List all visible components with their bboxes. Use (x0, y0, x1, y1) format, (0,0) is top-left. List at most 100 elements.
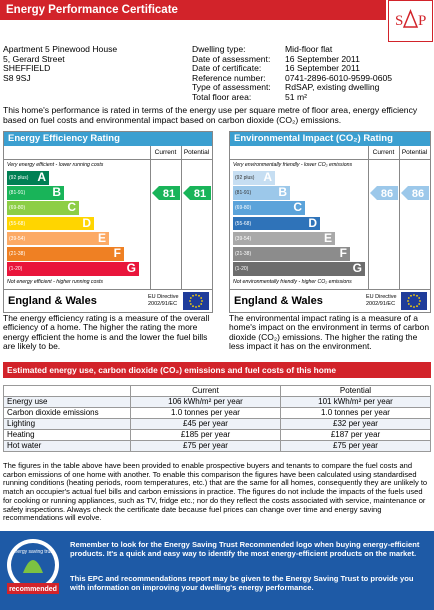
rating-band: (81-91) B (233, 186, 290, 200)
band-letter: A (37, 170, 46, 184)
band-letter: B (52, 185, 61, 200)
band-letter: C (67, 200, 76, 215)
rating-band: (92 plus) A (7, 170, 49, 185)
band-range: (81-91) (235, 190, 252, 197)
table-label: Heating (3, 429, 131, 441)
column-header: Current (372, 149, 395, 156)
flag-star (189, 303, 192, 305)
table-value: 1.0 tonnes per year (280, 407, 431, 419)
rating-arrow: 81 (152, 186, 180, 201)
column-header: Potential (401, 149, 428, 156)
detail-value: RdSAP, existing dwelling (285, 82, 380, 92)
flag-star (195, 294, 197, 296)
table-value: 106 kWh/m² per year (130, 396, 281, 408)
arrow-value: 86 (381, 188, 393, 200)
rating-band: (1-20) G (7, 262, 139, 276)
detail-label: Type of assessment: (192, 82, 271, 92)
flag-star (418, 297, 421, 299)
column-header: Potential (280, 385, 431, 397)
panel-title: Energy Efficiency Rating (4, 132, 212, 146)
column-rule (181, 146, 182, 289)
rating-band: (92 plus) A (233, 170, 275, 185)
band-letter: B (278, 185, 287, 200)
flag-star (416, 305, 418, 308)
logo-banner (7, 583, 59, 594)
directive: 2002/91/EC (366, 301, 396, 307)
sap-logo-graphic: S P (395, 9, 426, 29)
flag-star (192, 294, 194, 297)
band-range: (92 plus) (9, 175, 29, 181)
band-letter: D (308, 215, 317, 230)
address-line: Apartment 5 Pinewood House (3, 44, 118, 54)
detail-row: Date of assessment: 16 September 2011 (192, 53, 432, 65)
band-letter: G (352, 261, 362, 276)
arrow-value: 81 (194, 188, 206, 200)
column-rule (368, 146, 369, 289)
rating-band: (55-68) D (7, 216, 94, 231)
detail-value: 16 September 2011 (285, 53, 360, 64)
notes-text: The figures in the table above have been… (3, 461, 428, 523)
logo-triangle (402, 9, 419, 28)
flag-star (418, 303, 421, 305)
band-range: (69-80) (235, 205, 252, 212)
address: Apartment 5 Pinewood House 5, Gerard Stre… (3, 44, 118, 83)
directive: 2002/91/EC (148, 301, 178, 307)
column-rule (150, 146, 151, 289)
table-value: 101 kWh/m² per year (280, 396, 431, 408)
arrow-shape (370, 186, 398, 201)
column-header: Current (154, 149, 177, 156)
band-range: (21-38) (235, 251, 252, 257)
header-rule (4, 159, 212, 160)
rating-arrow: 86 (370, 186, 398, 201)
arrow-value: 81 (163, 188, 175, 200)
detail-row: Reference number: 0741-2896-6010-9599-060… (192, 72, 432, 84)
logo-letter: P (418, 13, 426, 29)
column-header: Potential (183, 149, 210, 156)
band-range: (55-68) (9, 220, 26, 227)
footer-paragraph: This EPC and recommendations report may … (70, 574, 414, 592)
table-value: 1.0 tonnes per year (130, 407, 281, 419)
flag-star (201, 300, 203, 302)
logo-top-text: energy saving trust (12, 549, 55, 555)
flag-bg (401, 292, 427, 310)
table-row: Hot water £75 per year £75 per year (3, 440, 431, 452)
estimates-title: Estimated energy use, carbon dioxide (CO… (3, 362, 431, 378)
footer-paragraph: Remember to look for the Energy Saving T… (70, 540, 420, 558)
band-letter: F (113, 246, 121, 260)
detail-label: Reference number: (192, 72, 266, 83)
table-row: Carbon dioxide emissions 1.0 tonnes per y… (3, 407, 431, 419)
directive: EU Directive (366, 294, 397, 300)
flag-star (413, 294, 415, 296)
bottom-caption: Not environmentally friendly - higher CO… (233, 279, 352, 285)
table-corner-cell (3, 385, 131, 397)
column-rule (399, 146, 400, 289)
band-range: (92 plus) (235, 175, 255, 181)
rating-band: (21-38) F (233, 246, 350, 261)
flag-star (198, 294, 200, 297)
bottom-caption: Not energy efficient - higher running co… (7, 279, 104, 285)
eu-flag (401, 292, 427, 310)
rating-panel: Environmental Impact (CO₂) Rating Current… (229, 131, 431, 313)
flag-star (407, 303, 410, 305)
band-range: (39-54) (235, 235, 252, 242)
logo-letter: S (395, 13, 403, 29)
band-letter: A (263, 170, 272, 184)
footer: energy saving trust recommended Remember… (0, 531, 434, 610)
est-logo: energy saving trust recommended (7, 539, 59, 594)
flag-star (407, 297, 410, 299)
band-range: (69-80) (9, 205, 26, 212)
flag-star (419, 300, 421, 302)
table-value: £187 per year (280, 429, 431, 441)
table-label: Carbon dioxide emissions (3, 407, 131, 419)
sap-logo: S P (388, 0, 433, 42)
flag-star (200, 303, 203, 305)
detail-label: Date of assessment: (192, 53, 271, 64)
arrow-value: 86 (412, 188, 424, 200)
band-range: (81-91) (9, 190, 26, 197)
intro-text: This home's performance is rated in term… (3, 105, 418, 125)
rating-band: (81-91) B (7, 186, 64, 200)
arrow-shape (152, 186, 180, 201)
detail-value: 51 m² (285, 91, 307, 102)
flag-star (189, 297, 192, 299)
